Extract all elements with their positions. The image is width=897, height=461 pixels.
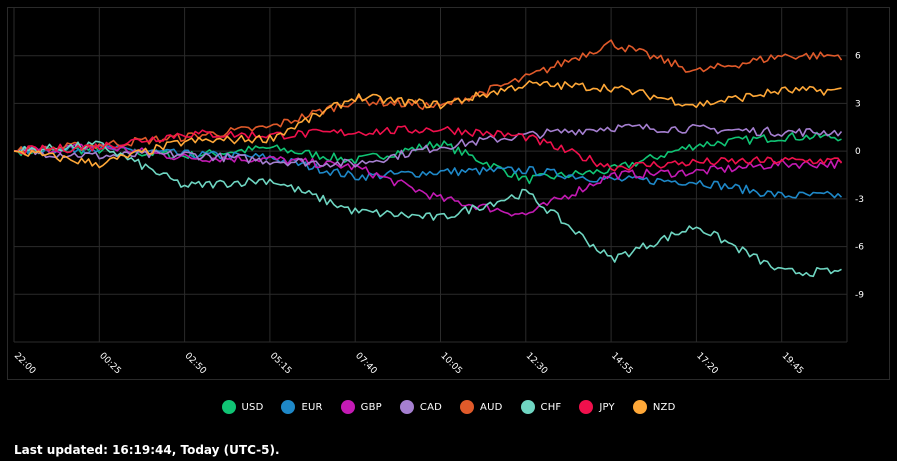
legend-item-eur[interactable]: EUR: [281, 400, 322, 414]
legend-label: AUD: [480, 401, 503, 413]
legend-swatch: [460, 400, 475, 414]
legend-swatch: [632, 400, 647, 414]
chart-frame: [7, 7, 890, 380]
y-tick-label: -6: [855, 243, 864, 253]
x-tick-label: 12:30: [524, 351, 550, 377]
legend-label: JPY: [599, 401, 615, 413]
series-line-eur: [13, 143, 843, 199]
series-line-gbp: [13, 143, 842, 217]
y-tick-label: 6: [855, 52, 861, 62]
y-tick-label: -3: [855, 195, 864, 205]
last-updated-text: Last updated: 16:19:44, Today (UTC-5).: [14, 443, 280, 457]
legend-item-nzd[interactable]: NZD: [632, 400, 676, 414]
legend-item-cad[interactable]: CAD: [399, 400, 443, 414]
series-line-cad: [13, 123, 843, 168]
legend-swatch: [340, 400, 355, 414]
legend: USD EUR GBP CAD AUD CHF JPY NZD: [0, 400, 897, 414]
series-line-chf: [13, 140, 842, 278]
y-tick-label: 0: [855, 147, 861, 157]
legend-swatch: [399, 400, 414, 414]
legend-label: NZD: [652, 401, 676, 413]
series-line-usd: [14, 131, 842, 185]
legend-item-gbp[interactable]: GBP: [340, 400, 382, 414]
x-tick-label: 00:25: [97, 351, 122, 376]
legend-swatch: [579, 400, 594, 414]
series-line-jpy: [13, 125, 843, 172]
legend-label: USD: [241, 401, 264, 413]
legend-swatch: [520, 400, 535, 414]
legend-item-jpy[interactable]: JPY: [579, 400, 615, 414]
y-tick-label: 3: [855, 99, 861, 109]
legend-label: EUR: [301, 401, 323, 413]
legend-item-aud[interactable]: AUD: [460, 400, 502, 414]
x-tick-label: 19:45: [780, 351, 805, 376]
legend-item-chf[interactable]: CHF: [520, 400, 562, 414]
x-tick-label: 17:20: [694, 351, 720, 377]
x-tick-label: 10:05: [438, 351, 463, 376]
chart-plot: 22:00 00:25 02:50 05:15 07:40 10:05 12:30 14:55…: [12, 8, 864, 377]
legend-label: GBP: [360, 401, 382, 413]
x-tick-label: 02:50: [182, 351, 208, 377]
legend-item-usd[interactable]: USD: [221, 400, 264, 414]
legend-swatch: [281, 400, 296, 414]
x-tick-label: 05:15: [268, 351, 293, 376]
legend-swatch: [221, 400, 236, 414]
x-tick-label: 14:55: [609, 351, 634, 376]
legend-label: CHF: [540, 401, 562, 413]
y-tick-label: -9: [855, 290, 864, 300]
x-tick-label: 22:00: [12, 351, 38, 377]
series-line-aud: [13, 39, 843, 156]
x-tick-label: 07:40: [353, 351, 379, 377]
legend-label: CAD: [419, 401, 443, 413]
series-line-nzd: [13, 80, 842, 169]
